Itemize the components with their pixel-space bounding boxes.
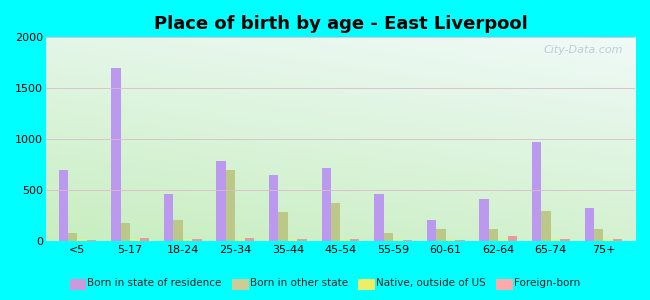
Bar: [322, 168, 331, 241]
Bar: [140, 238, 149, 241]
Bar: [479, 199, 489, 241]
Bar: [244, 238, 254, 241]
Bar: [192, 239, 202, 241]
Bar: [77, 239, 87, 241]
Bar: [331, 203, 341, 241]
Bar: [350, 239, 359, 241]
Bar: [541, 211, 551, 241]
Bar: [278, 212, 288, 241]
Bar: [297, 239, 307, 241]
Bar: [594, 229, 603, 241]
Bar: [183, 239, 192, 241]
Bar: [111, 68, 121, 241]
Bar: [216, 161, 226, 241]
Legend: Born in state of residence, Born in other state, Native, outside of US, Foreign-: Born in state of residence, Born in othe…: [66, 274, 584, 292]
Bar: [613, 239, 623, 241]
Bar: [426, 220, 436, 241]
Bar: [603, 239, 613, 241]
Bar: [68, 233, 77, 241]
Bar: [436, 229, 446, 241]
Bar: [173, 220, 183, 241]
Bar: [393, 239, 402, 241]
Bar: [58, 169, 68, 241]
Bar: [532, 142, 541, 241]
Bar: [551, 239, 560, 241]
Bar: [288, 239, 297, 241]
Bar: [384, 233, 393, 241]
Bar: [402, 240, 412, 241]
Bar: [164, 194, 173, 241]
Bar: [226, 169, 235, 241]
Bar: [121, 223, 130, 241]
Bar: [130, 239, 140, 241]
Bar: [489, 229, 499, 241]
Bar: [446, 239, 455, 241]
Text: City-Data.com: City-Data.com: [543, 46, 623, 56]
Bar: [269, 175, 278, 241]
Bar: [499, 239, 508, 241]
Bar: [341, 239, 350, 241]
Title: Place of birth by age - East Liverpool: Place of birth by age - East Liverpool: [153, 15, 527, 33]
Bar: [508, 236, 517, 241]
Bar: [584, 208, 594, 241]
Bar: [560, 239, 570, 241]
Bar: [235, 239, 244, 241]
Bar: [455, 240, 465, 241]
Bar: [374, 194, 384, 241]
Bar: [87, 240, 96, 241]
